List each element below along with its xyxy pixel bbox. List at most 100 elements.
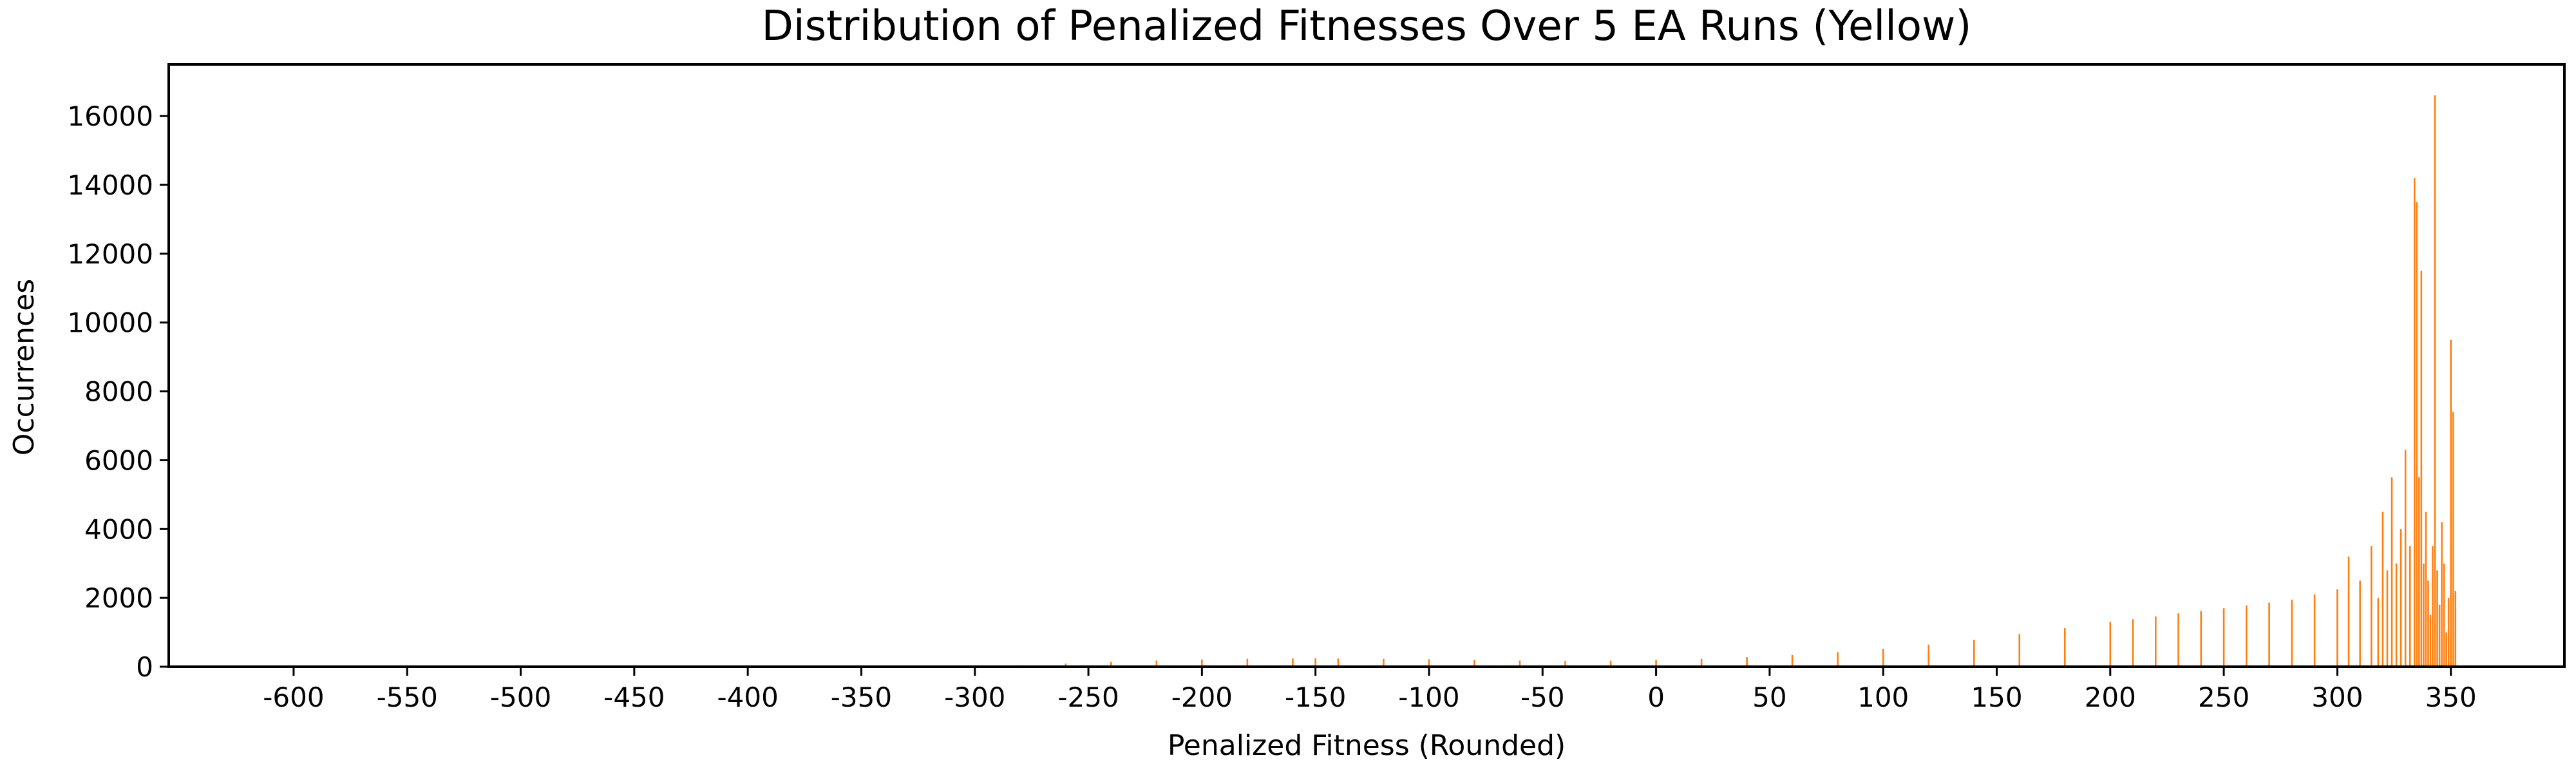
bar [1155, 660, 1158, 667]
bar [1428, 659, 1430, 667]
x-tick-label: 250 [2198, 682, 2249, 713]
bar [1746, 657, 1748, 667]
bar [1337, 658, 1340, 667]
x-tick-label: -400 [717, 682, 778, 713]
bar [2291, 599, 2293, 667]
bar [1564, 660, 1566, 667]
bar [2018, 634, 2021, 667]
bar [2418, 477, 2420, 667]
x-tick-label: 350 [2425, 682, 2477, 713]
y-tick-label: 6000 [84, 444, 153, 476]
x-axis-label: Penalized Fitness (Rounded) [1168, 729, 1566, 762]
y-tick-label: 0 [136, 651, 153, 683]
bar [2425, 511, 2427, 667]
bar [2409, 546, 2411, 667]
bar [2404, 450, 2407, 667]
x-tick-label: -350 [831, 682, 892, 713]
bar [1882, 649, 1884, 667]
bar [2416, 202, 2418, 667]
x-tick-label: 300 [2311, 682, 2363, 713]
bar [2427, 580, 2429, 667]
x-tick-label: -500 [490, 682, 551, 713]
bar [2359, 580, 2361, 667]
bar [2386, 570, 2389, 667]
x-tick-label: -450 [603, 682, 665, 713]
bar [2423, 563, 2425, 667]
bar [2222, 608, 2225, 667]
bar [1791, 654, 1794, 667]
bar [2441, 522, 2443, 667]
bar [2395, 563, 2398, 667]
bar [2268, 602, 2270, 667]
bar [2434, 95, 2436, 667]
y-tick-label: 4000 [84, 513, 153, 545]
bar [1837, 652, 1839, 667]
bar [2450, 339, 2452, 667]
x-tick-label: -200 [1171, 682, 1233, 713]
bar [2445, 632, 2447, 667]
bar [1609, 660, 1612, 667]
y-tick-label: 12000 [67, 238, 153, 270]
x-tick-label: 200 [2085, 682, 2136, 713]
bar [2313, 594, 2316, 667]
bar [2391, 477, 2393, 667]
bar [2063, 628, 2066, 667]
x-tick-label: 50 [1752, 682, 1786, 713]
plot-frame [167, 63, 2566, 668]
bar [1655, 660, 1657, 667]
bar [1519, 660, 1521, 667]
x-tick-label: -600 [263, 682, 324, 713]
bar [2200, 611, 2202, 667]
bar [2109, 622, 2112, 667]
bar [1383, 658, 1385, 667]
chart-title: Distribution of Penalized Fitnesses Over… [762, 3, 1972, 50]
bars-group [974, 95, 2457, 667]
y-tick-label: 8000 [84, 376, 153, 408]
bar [2452, 412, 2454, 667]
bar [2370, 546, 2372, 667]
bar [2132, 619, 2134, 667]
bar [2432, 546, 2434, 667]
bar [1201, 659, 1203, 667]
y-tick-label: 16000 [67, 100, 153, 132]
bar [1973, 640, 1975, 667]
bar [1700, 658, 1703, 667]
x-tick-label: 100 [1857, 682, 1909, 713]
bar [1473, 660, 1475, 667]
bar [2413, 178, 2416, 667]
bar [1065, 663, 1067, 667]
y-tick-label: 14000 [67, 169, 153, 201]
bar [2377, 598, 2380, 667]
x-tick-label: -50 [1520, 682, 1565, 713]
y-tick-label: 2000 [84, 582, 153, 614]
x-axis: -600 -550 -500 -450 -400 -350 -300 -250 -200 -150… [263, 667, 2477, 713]
bar [2382, 511, 2384, 667]
x-tick-label: -150 [1285, 682, 1346, 713]
x-tick-label: -550 [377, 682, 438, 713]
x-tick-label: -250 [1057, 682, 1119, 713]
bar [1292, 658, 1294, 667]
x-tick-label: 150 [1971, 682, 2022, 713]
bar [2438, 604, 2441, 667]
bar [2436, 570, 2438, 667]
x-tick-label: -100 [1398, 682, 1459, 713]
bar [2443, 563, 2445, 667]
bar [2400, 529, 2402, 667]
bar [2429, 615, 2432, 667]
y-axis-label: Occurrences [8, 279, 41, 455]
y-axis: 0 2000 4000 6000 8000 10000 12000 14000 16000 [67, 100, 169, 683]
bar [2447, 598, 2450, 667]
x-tick-label: 0 [1647, 682, 1665, 713]
bar [2454, 591, 2457, 667]
bar [2347, 557, 2350, 667]
bar [2336, 589, 2338, 667]
bar [2155, 616, 2157, 667]
bar [2420, 271, 2423, 667]
bar [1246, 658, 1249, 667]
y-tick-label: 10000 [67, 307, 153, 339]
bar [1110, 662, 1112, 667]
bar [2246, 605, 2248, 667]
bar [1314, 658, 1316, 667]
bar [1927, 644, 1929, 667]
